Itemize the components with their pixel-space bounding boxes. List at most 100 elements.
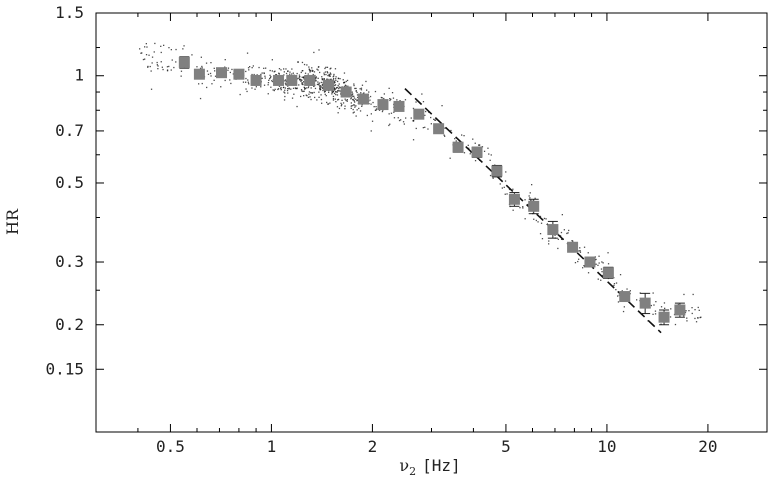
scatter-point (352, 108, 354, 111)
scatter-point (180, 70, 183, 72)
scatter-point (210, 62, 212, 64)
scatter-point (147, 66, 149, 68)
scatter-point (691, 307, 693, 309)
scatter-point (684, 311, 687, 314)
scatter-point (342, 102, 345, 104)
scatter-point (329, 68, 331, 70)
scatter-point (333, 88, 335, 90)
scatter-point (512, 188, 514, 190)
scatter-point (334, 81, 336, 84)
scatter-point (352, 112, 354, 114)
scatter-point (501, 187, 503, 189)
scatter-point (597, 264, 599, 266)
x-axis-label: ν2 [Hz] (399, 456, 460, 478)
scatter-point (301, 79, 303, 81)
scatter-point (163, 44, 165, 46)
scatter-point (144, 58, 146, 60)
scatter-point (540, 222, 543, 224)
scatter-point (280, 69, 282, 71)
scatter-point (284, 95, 286, 98)
scatter-point (383, 97, 385, 100)
scatter-point (166, 66, 169, 68)
scatter-point (354, 101, 356, 103)
scatter-point (351, 91, 353, 93)
scatter-point (334, 88, 336, 91)
scatter-point (301, 70, 303, 72)
scatter-point (264, 75, 266, 77)
scatter-point (330, 67, 332, 69)
scatter-point (278, 72, 280, 74)
scatter-point (285, 84, 287, 86)
scatter-point (300, 95, 302, 98)
scatter-point (294, 87, 297, 89)
scatter-point (479, 144, 481, 146)
scatter-point (338, 88, 340, 90)
scatter-point (694, 317, 696, 320)
scatter-point (361, 105, 363, 107)
scatter-point (338, 107, 341, 110)
y-axis-label: HR (3, 208, 22, 235)
scatter-point (144, 46, 146, 48)
scatter-point (232, 73, 234, 75)
scatter-point (214, 70, 216, 72)
scatter-point (629, 290, 631, 292)
scatter-point (398, 119, 401, 122)
scatter-point (288, 87, 290, 89)
scatter-point (444, 135, 446, 137)
scatter-point (175, 48, 177, 51)
scatter-point (206, 86, 208, 89)
scatter-point (617, 295, 619, 297)
binned-point (323, 79, 335, 91)
scatter-point (474, 160, 477, 162)
scatter-point (284, 82, 287, 84)
scatter-point (310, 87, 312, 89)
scatter-point (463, 135, 465, 137)
scatter-point (595, 263, 597, 265)
scatter-point (478, 144, 480, 146)
scatter-point (489, 159, 491, 161)
scatter-point (424, 126, 426, 128)
scatter-point (441, 105, 443, 107)
scatter-point (318, 49, 320, 51)
scatter-point (601, 261, 603, 263)
scatter-point (330, 79, 332, 81)
scatter-point (303, 86, 305, 88)
scatter-point (318, 84, 320, 86)
scatter-point (306, 64, 308, 66)
binned-point (273, 74, 285, 86)
scatter-point (249, 66, 251, 68)
scatter-point (335, 87, 337, 90)
scatter-point (337, 90, 339, 92)
scatter-point (324, 71, 327, 73)
scatter-point (499, 183, 501, 185)
scatter-point (388, 124, 390, 127)
scatter-point (284, 79, 287, 81)
scatter-point (318, 82, 321, 84)
scatter-point (512, 209, 514, 211)
scatter-point (317, 69, 319, 71)
scatter-point (574, 262, 577, 264)
scatter-point (332, 76, 334, 78)
binned-point (567, 241, 579, 253)
binned-point (658, 311, 670, 323)
scatter-point (269, 69, 271, 72)
scatter-point (320, 81, 322, 84)
scatter-point (320, 98, 323, 101)
scatter-point (317, 66, 320, 68)
scatter-point (213, 79, 215, 81)
binned-point (193, 68, 205, 80)
scatter-point (343, 81, 345, 84)
scatter-point (372, 101, 374, 104)
scatter-point (316, 68, 318, 70)
scatter-cloud (139, 42, 702, 326)
scatter-point (528, 195, 530, 197)
binned-point (357, 93, 369, 105)
scatter-point (350, 105, 352, 107)
scatter-point (311, 69, 313, 71)
scatter-point (583, 246, 586, 248)
scatter-point (335, 101, 337, 103)
scatter-point (371, 120, 374, 122)
scatter-point (251, 67, 253, 69)
scatter-point (180, 75, 182, 77)
scatter-point (247, 79, 249, 81)
